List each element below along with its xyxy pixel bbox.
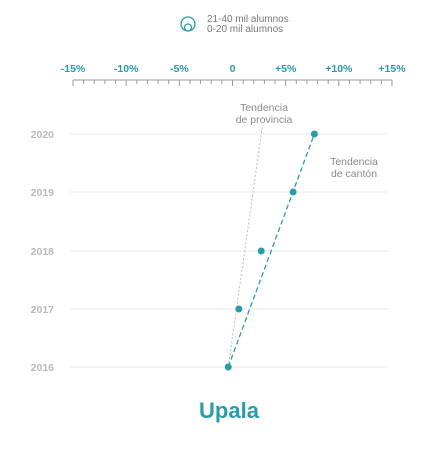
x-tick-label: -5% [170, 63, 189, 75]
x-tick-label: -15% [61, 63, 86, 75]
year-label: 2018 [31, 246, 55, 258]
x-tick-label: -10% [114, 63, 139, 75]
chart-title-group: Upala [199, 398, 260, 423]
data-point [257, 247, 265, 255]
data-point [289, 188, 297, 196]
x-tick-label: +15% [378, 63, 406, 75]
x-tick-label: 0 [230, 63, 236, 75]
data-point [310, 130, 318, 138]
data-point [224, 363, 232, 371]
y-axis: 2020 2019 2018 2017 2016 [31, 129, 55, 374]
canton-trend-line [227, 133, 315, 368]
data-points [224, 130, 318, 371]
legend-small-circle-icon [183, 23, 193, 32]
year-label: 2020 [31, 129, 55, 141]
x-axis: -15% -10% -5% 0 +5% +10% +15% [61, 63, 406, 86]
province-trend-line [227, 126, 263, 368]
province-trend-label: de provincia [236, 114, 293, 126]
x-tick-label: +10% [325, 63, 353, 75]
data-point [235, 305, 243, 313]
x-tick-label: +5% [275, 63, 297, 75]
province-trend-label: Tendencia [240, 102, 288, 114]
year-label: 2019 [31, 187, 55, 199]
canton-trend-label: de cantón [331, 168, 377, 180]
canton-trend-label: Tendencia [330, 156, 378, 168]
legend-label: 0-20 mil alumnos [207, 24, 283, 35]
chart-title: Upala [199, 398, 260, 423]
legend-label: 21-40 mil alumnos [207, 14, 289, 25]
year-label: 2017 [31, 304, 55, 316]
year-label: 2016 [31, 362, 55, 374]
